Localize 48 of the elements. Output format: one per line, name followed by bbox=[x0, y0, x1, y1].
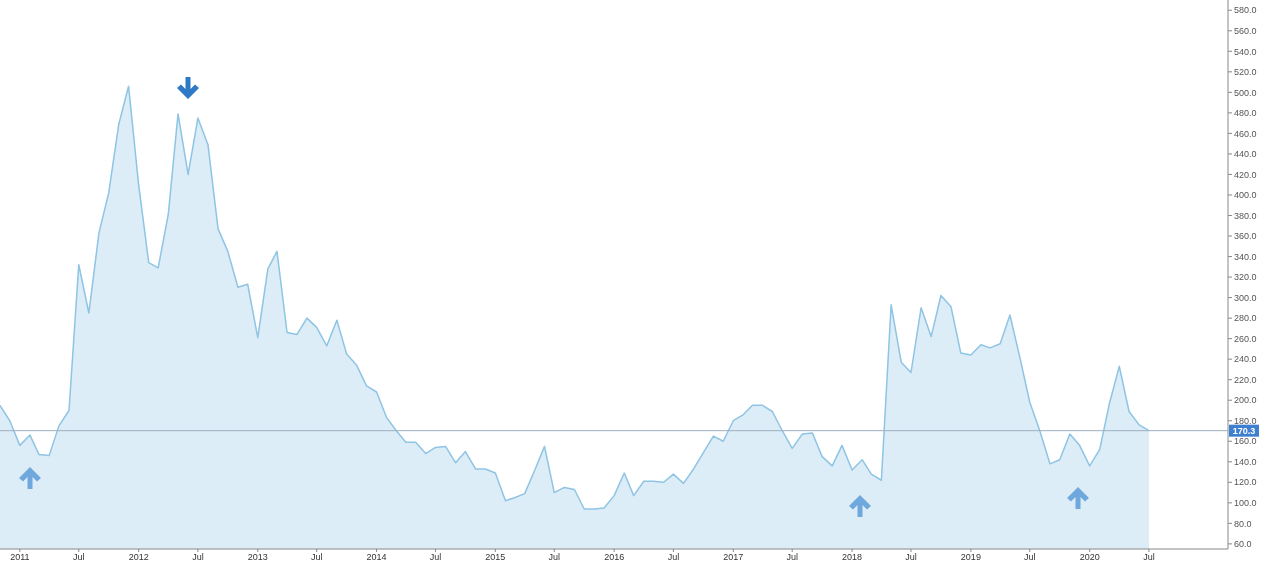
y-tick-label: 60.0 bbox=[1234, 539, 1252, 550]
x-tick-label: Jul bbox=[786, 552, 798, 563]
x-tick-label: 2016 bbox=[604, 552, 625, 563]
y-tick-label: 500.0 bbox=[1234, 87, 1257, 98]
x-tick-label: Jul bbox=[1024, 552, 1036, 563]
x-tick-label: Jul bbox=[310, 552, 323, 563]
y-tick-label: 380.0 bbox=[1234, 210, 1257, 221]
y-tick-label: 420.0 bbox=[1234, 169, 1257, 180]
x-tick-label: Jul bbox=[905, 552, 917, 563]
x-tick-label: Jul bbox=[548, 552, 561, 563]
x-tick-label: 2015 bbox=[485, 552, 506, 563]
y-tick-label: 100.0 bbox=[1234, 498, 1257, 509]
x-tick-label: 2017 bbox=[723, 552, 744, 563]
x-tick-label: 2019 bbox=[960, 552, 981, 563]
x-tick-label: 2018 bbox=[842, 552, 863, 563]
y-tick-label: 480.0 bbox=[1234, 108, 1257, 119]
y-tick-label: 180.0 bbox=[1234, 415, 1257, 426]
y-tick-label: 520.0 bbox=[1234, 67, 1257, 78]
ref-line-label: 170.3 bbox=[1232, 426, 1256, 437]
y-tick-label: 240.0 bbox=[1234, 354, 1257, 365]
x-tick-label: Jul bbox=[73, 552, 85, 563]
y-tick-label: 220.0 bbox=[1234, 374, 1257, 385]
x-tick-label: Jul bbox=[429, 552, 442, 563]
x-tick-label: 2020 bbox=[1079, 552, 1100, 563]
y-tick-label: 260.0 bbox=[1234, 333, 1257, 344]
y-tick-label: 160.0 bbox=[1234, 436, 1257, 447]
y-tick-label: 360.0 bbox=[1234, 231, 1257, 242]
y-tick-label: 200.0 bbox=[1234, 395, 1257, 406]
y-tick-label: 540.0 bbox=[1234, 46, 1257, 57]
x-tick-label: Jul bbox=[667, 552, 680, 563]
y-tick-label: 280.0 bbox=[1234, 313, 1257, 324]
y-tick-label: 120.0 bbox=[1234, 477, 1257, 488]
y-tick-label: 560.0 bbox=[1234, 25, 1257, 36]
y-tick-label: 440.0 bbox=[1234, 149, 1257, 160]
y-tick-label: 460.0 bbox=[1234, 128, 1257, 139]
x-tick-label: 2011 bbox=[10, 552, 30, 563]
y-tick-label: 320.0 bbox=[1234, 272, 1257, 283]
x-tick-label: 2013 bbox=[247, 552, 268, 563]
y-tick-label: 80.0 bbox=[1234, 518, 1252, 529]
x-tick-label: Jul bbox=[192, 552, 204, 563]
y-tick-label: 400.0 bbox=[1234, 190, 1257, 201]
y-tick-label: 140.0 bbox=[1234, 456, 1257, 467]
y-tick-label: 580.0 bbox=[1234, 5, 1257, 16]
x-tick-label: Jul bbox=[1143, 552, 1155, 563]
x-tick-label: 2012 bbox=[128, 552, 149, 563]
y-tick-label: 300.0 bbox=[1234, 292, 1257, 303]
y-tick-label: 340.0 bbox=[1234, 251, 1257, 262]
x-tick-label: 2014 bbox=[366, 552, 387, 563]
